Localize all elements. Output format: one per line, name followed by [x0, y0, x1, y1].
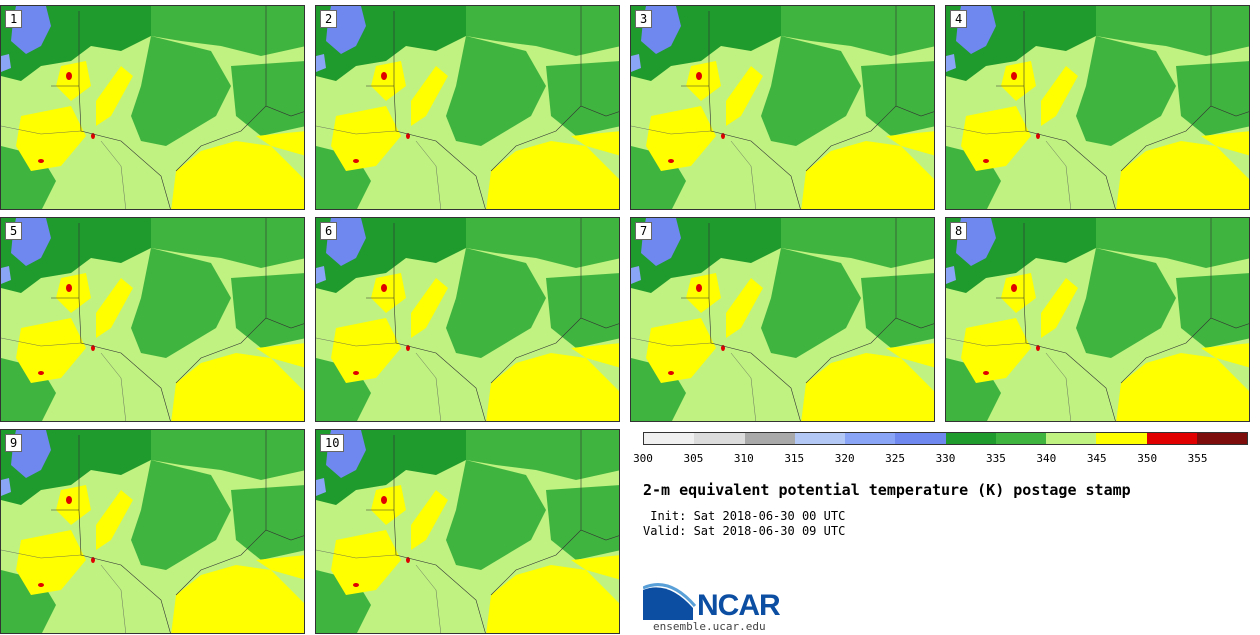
map: [316, 218, 619, 421]
colorbar-tick-label: 345: [1086, 452, 1107, 465]
colorbar-segment: [945, 433, 996, 444]
member-label: 3: [635, 10, 653, 28]
map: [316, 6, 619, 209]
colorbar-tick-label: 355: [1187, 452, 1208, 465]
colorbar-segment: [744, 433, 795, 444]
colorbar-tick-label: 335: [985, 452, 1006, 465]
map: [946, 218, 1249, 421]
stamp-panel-5: 5: [0, 217, 305, 422]
stamp-panel-1: 1: [0, 5, 305, 210]
member-label: 8: [950, 222, 968, 240]
member-label: 6: [320, 222, 338, 240]
stamp-panel-8: 8: [945, 217, 1250, 422]
colorbar-segment: [1196, 433, 1247, 444]
map: [631, 6, 934, 209]
stamp-panel-7: 7: [630, 217, 935, 422]
stamp-panel-2: 2: [315, 5, 620, 210]
init-time: Init: Sat 2018-06-30 00 UTC: [643, 509, 846, 523]
colorbar-segment: [694, 433, 745, 444]
stamp-panel-3: 3: [630, 5, 935, 210]
ncar-logo-icon: [643, 583, 697, 620]
logo-text: NCAR: [697, 589, 781, 622]
colorbar-tick-label: 320: [834, 452, 855, 465]
member-label: 4: [950, 10, 968, 28]
colorbar-tick-label: 310: [733, 452, 754, 465]
colorbar-tick-label: 305: [683, 452, 704, 465]
colorbar-tick-label: 300: [633, 452, 653, 465]
colorbar-segment: [1096, 433, 1147, 444]
colorbar: [643, 432, 1248, 445]
colorbar-tick-label: 325: [885, 452, 906, 465]
colorbar-segment: [1146, 433, 1197, 444]
valid-time: Valid: Sat 2018-06-30 09 UTC: [643, 524, 846, 538]
colorbar-tick-label: 340: [1036, 452, 1057, 465]
colorbar-segment: [895, 433, 946, 444]
member-label: 7: [635, 222, 653, 240]
member-label: 9: [5, 434, 23, 452]
colorbar-tick-label: 315: [784, 452, 805, 465]
map: [1, 430, 304, 633]
member-label: 10: [320, 434, 345, 452]
stamp-panel-6: 6: [315, 217, 620, 422]
colorbar-segment: [1046, 433, 1097, 444]
member-label: 1: [5, 10, 23, 28]
map: [1, 218, 304, 421]
colorbar-segment: [995, 433, 1046, 444]
map: [946, 6, 1249, 209]
member-label: 5: [5, 222, 23, 240]
logo-url: ensemble.ucar.edu: [653, 620, 766, 633]
map: [316, 430, 619, 633]
colorbar-tick-label: 330: [935, 452, 956, 465]
colorbar-segment: [794, 433, 845, 444]
stamp-panel-4: 4: [945, 5, 1250, 210]
colorbar-tick-label: 350: [1137, 452, 1158, 465]
stamp-panel-10: 10: [315, 429, 620, 634]
colorbar-segment: [845, 433, 896, 444]
colorbar-segment: [644, 433, 695, 444]
figure-title: 2-m equivalent potential temperature (K)…: [643, 481, 1131, 499]
map: [631, 218, 934, 421]
member-label: 2: [320, 10, 338, 28]
stamp-panel-9: 9: [0, 429, 305, 634]
map: [1, 6, 304, 209]
